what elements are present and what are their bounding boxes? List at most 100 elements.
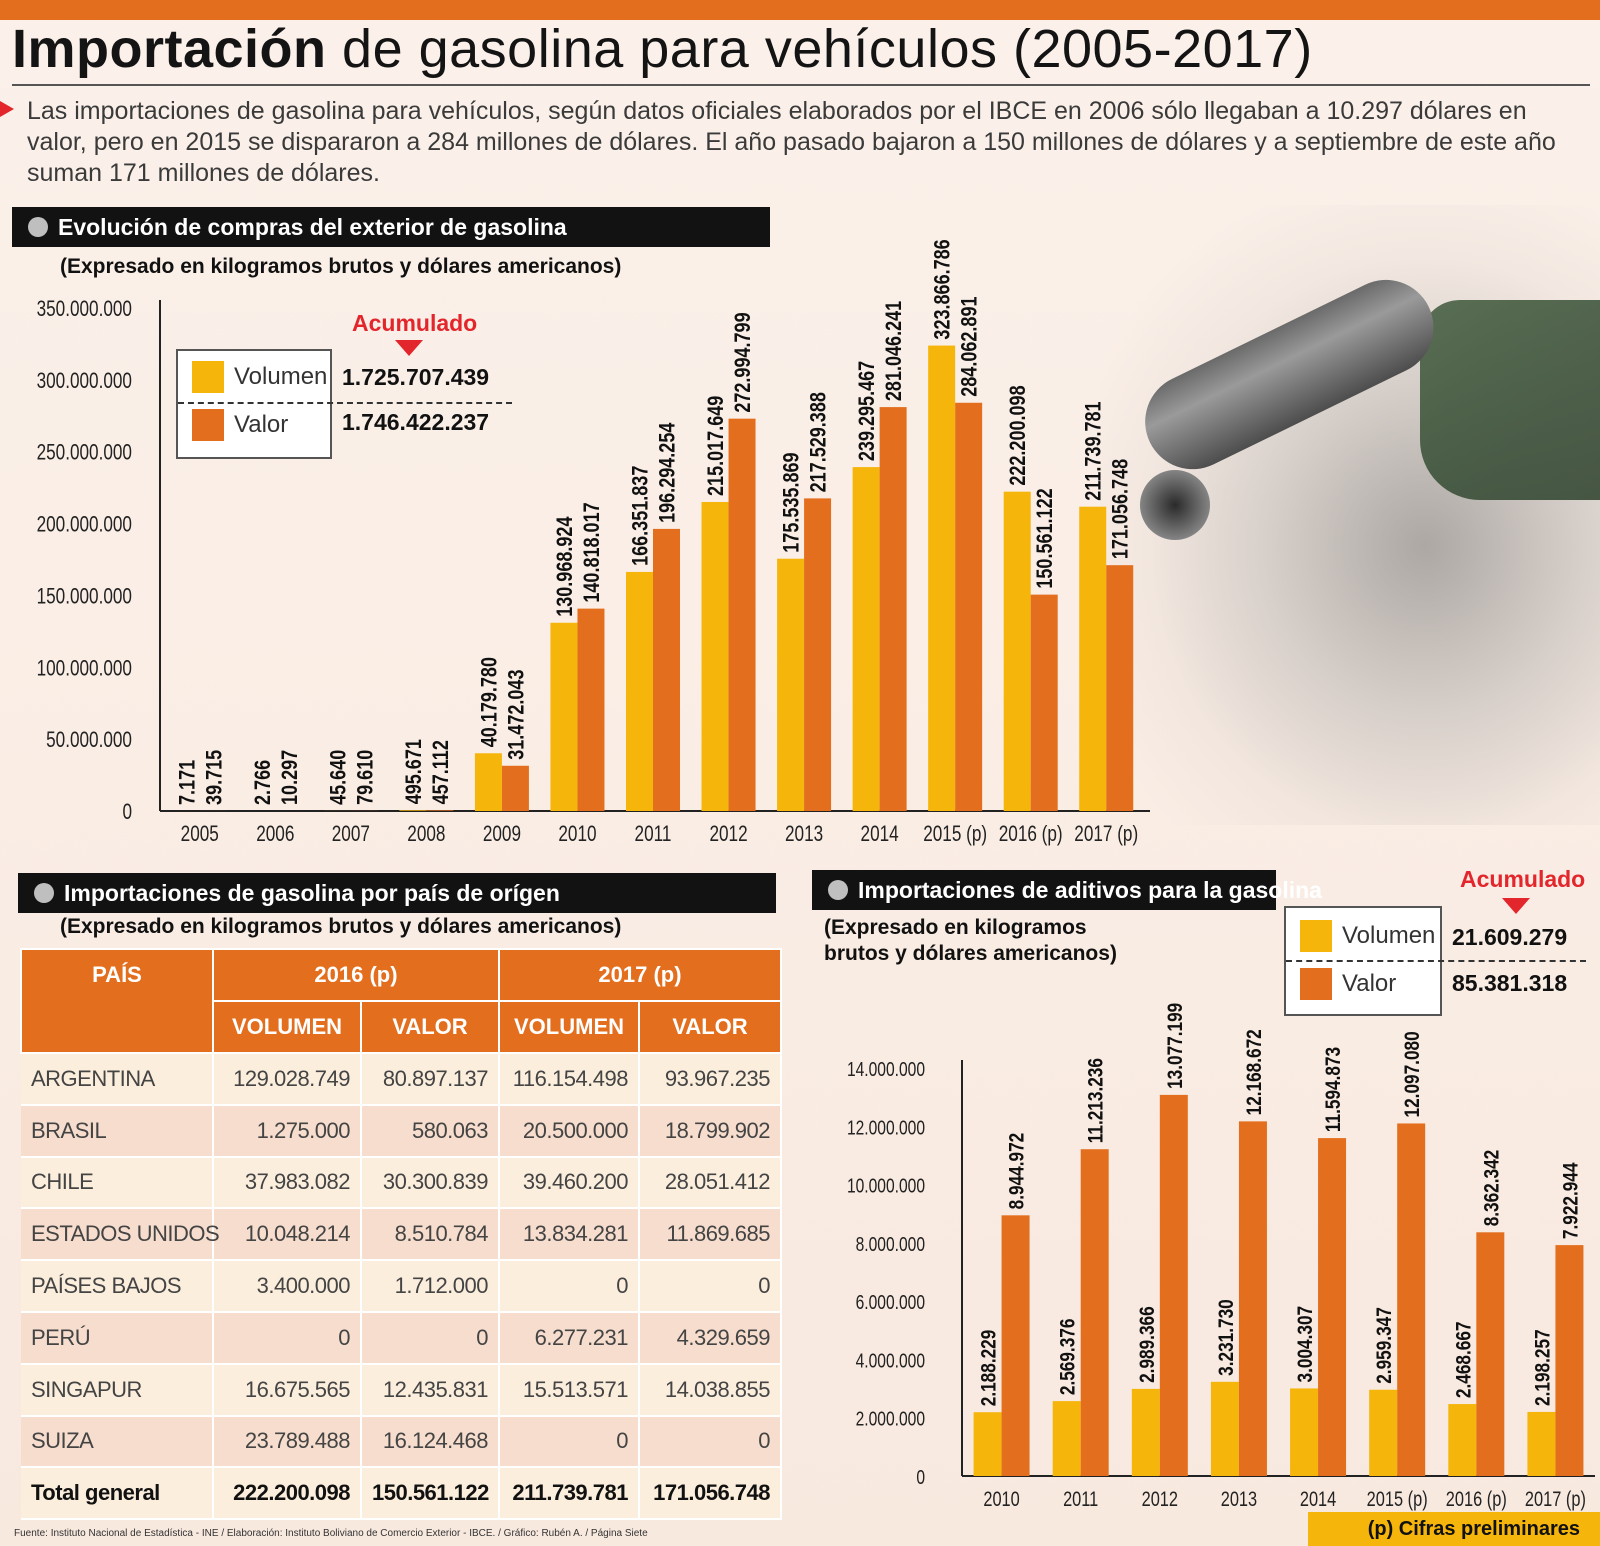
chart1-data-label: 2.766 <box>251 760 275 805</box>
chart1-acumulado-label: Acumulado <box>352 310 478 336</box>
table-cell-value: 11.869.685 <box>639 1208 782 1262</box>
chart1-data-label: 31.472.043 <box>505 670 529 760</box>
table-row: SINGAPUR 16.675.565 12.435.831 15.513.571 14… <box>21 1363 782 1417</box>
chart3-data-label: 2.468.667 <box>1453 1321 1476 1398</box>
table-cell-value: 16.124.468 <box>361 1415 500 1469</box>
chart3-data-label: 3.231.730 <box>1215 1299 1238 1376</box>
header-2017: 2017 (p) <box>498 948 782 1002</box>
chart1-data-label: 217.529.388 <box>807 392 831 492</box>
chart1-x-tick-label: 2013 <box>785 822 823 847</box>
table-row: PERÚ 0 0 6.277.231 4.329.659 <box>21 1311 782 1365</box>
chart3-bar-volumen <box>1448 1404 1477 1476</box>
chart1-data-label: 150.561.122 <box>1034 488 1058 588</box>
header-volumen-2016: VOLUMEN <box>212 1000 362 1054</box>
chart3-bar-volumen <box>973 1412 1002 1476</box>
chart1-data-label: 175.535.869 <box>780 452 804 552</box>
table-total-value: 222.200.098 <box>213 1467 362 1521</box>
chart3-data-label: 12.168.672 <box>1243 1029 1266 1115</box>
header-pais: PAÍS <box>20 948 214 1054</box>
table-cell-country: CHILE <box>21 1156 214 1210</box>
chart1-data-label: 281.046.241 <box>883 301 907 401</box>
chart3-bar-valor <box>1159 1094 1188 1476</box>
chart1-y-tick-label: 100.000.000 <box>37 656 132 681</box>
chart1-data-label: 495.671 <box>402 739 426 804</box>
chart1-y-tick-label: 150.000.000 <box>37 584 132 609</box>
chart1-data-label: 45.640 <box>327 750 351 805</box>
table-cell-value: 23.789.488 <box>213 1415 362 1469</box>
chart3-data-label: 12.097.080 <box>1402 1031 1425 1117</box>
header-valor-2016: VALOR <box>360 1000 500 1054</box>
chart3-bar-volumen <box>1131 1388 1160 1476</box>
table-cell-value: 16.675.565 <box>213 1363 362 1417</box>
chart1-x-tick-label: 2008 <box>407 822 445 847</box>
chart1-bar-volumen <box>550 622 578 811</box>
table-cell-value: 0 <box>213 1311 362 1365</box>
chart1-bar-volumen <box>1003 491 1031 811</box>
table-cell-value: 12.435.831 <box>361 1363 500 1417</box>
chart1-data-label: 323.866.786 <box>931 239 955 339</box>
chart1-x-tick-label: 2017 (p) <box>1074 822 1138 847</box>
chart1-data-label: 171.056.748 <box>1109 459 1133 559</box>
legend-volumen-swatch <box>192 361 224 393</box>
table-cell-value: 28.051.412 <box>639 1156 782 1210</box>
legend-volumen-label: Volumen <box>234 363 328 390</box>
chart1-data-label: 79.610 <box>354 750 378 805</box>
chart1-bar-valor <box>426 810 454 811</box>
legend3-volumen-swatch <box>1300 920 1332 952</box>
table-row: BRASIL 1.275.000 580.063 20.500.000 18.799.9… <box>21 1104 782 1158</box>
table-cell-country: PERÚ <box>21 1311 214 1365</box>
chart1-data-label: 130.968.924 <box>553 516 577 617</box>
chart3-data-label: 11.594.873 <box>1323 1047 1346 1132</box>
chart1-x-tick-label: 2010 <box>558 822 596 847</box>
chart1-data-label: 10.297 <box>278 750 302 805</box>
chart3-data-label: 13.077.199 <box>1164 1003 1187 1089</box>
pump-handle-shape <box>1420 300 1600 500</box>
chart3-subtitle-line1: (Expresado en kilogramos <box>824 916 1087 939</box>
chart1-bar-valor <box>1030 594 1058 811</box>
chart1-legend-divider <box>178 402 512 404</box>
chart3-acumulado-label: Acumulado <box>1460 866 1586 892</box>
table-cell-value: 0 <box>499 1415 640 1469</box>
table-row: PAÍSES BAJOS 3.400.000 1.712.000 0 0 <box>21 1260 782 1313</box>
header-valor-2017: VALOR <box>638 1000 782 1054</box>
chart1-y-tick-label: 200.000.000 <box>37 513 132 538</box>
table-cell-value: 10.048.214 <box>213 1208 362 1262</box>
chart3-bar-valor <box>1080 1149 1109 1476</box>
chart1-bar-volumen <box>777 558 805 811</box>
chart3-bar-volumen <box>1527 1411 1556 1476</box>
table-row: CHILE 37.983.082 30.300.839 39.460.200 28.05… <box>21 1156 782 1210</box>
table-cell-value: 3.400.000 <box>213 1260 362 1313</box>
chart3-x-tick-label: 2017 (p) <box>1525 1487 1586 1510</box>
chart3-bar-valor <box>1476 1232 1505 1476</box>
table-row: SUIZA 23.789.488 16.124.468 0 0 <box>21 1415 782 1469</box>
chart1-x-tick-label: 2016 (p) <box>999 822 1063 847</box>
chart1-y-tick-label: 300.000.000 <box>37 369 132 394</box>
chart3-acumulado-arrow-icon <box>1502 898 1530 914</box>
chart1-data-label: 457.112 <box>429 740 453 804</box>
chart1-x-tick-label: 2005 <box>181 822 219 847</box>
table-total-value: 171.056.748 <box>639 1467 782 1521</box>
table-cell-country: ESTADOS UNIDOS <box>21 1208 220 1262</box>
table-cell-value: 0 <box>639 1415 782 1469</box>
chart1-data-label: 211.739.781 <box>1082 401 1106 500</box>
chart1-x-tick-label: 2009 <box>483 822 521 847</box>
chart1-data-label: 39.715 <box>203 750 227 805</box>
top-accent-bar <box>0 0 1600 20</box>
chart3-bar-volumen <box>1290 1388 1319 1476</box>
table-cell-value: 80.897.137 <box>361 1053 500 1106</box>
chart1-bar-valor <box>728 418 756 811</box>
table-total-label: Total general <box>21 1467 214 1521</box>
chart3-subtitle-line2: brutos y dólares americanos) <box>824 942 1117 965</box>
table-row-total: Total general 222.200.098 150.561.122 211.7… <box>21 1467 782 1521</box>
chart1-x-tick-label: 2011 <box>635 822 672 847</box>
chart1-x-tick-label: 2014 <box>861 822 899 847</box>
chart1-bar-valor <box>804 498 832 811</box>
chart1-data-label: 196.294.254 <box>656 422 680 523</box>
chart3-data-label: 2.198.257 <box>1532 1329 1555 1406</box>
table-cell-value: 37.983.082 <box>213 1156 362 1210</box>
chart3-x-tick-label: 2011 <box>1063 1487 1098 1510</box>
table-cell-value: 13.834.281 <box>499 1208 640 1262</box>
table-total-value: 150.561.122 <box>361 1467 500 1521</box>
table-cell-value: 4.329.659 <box>639 1311 782 1365</box>
